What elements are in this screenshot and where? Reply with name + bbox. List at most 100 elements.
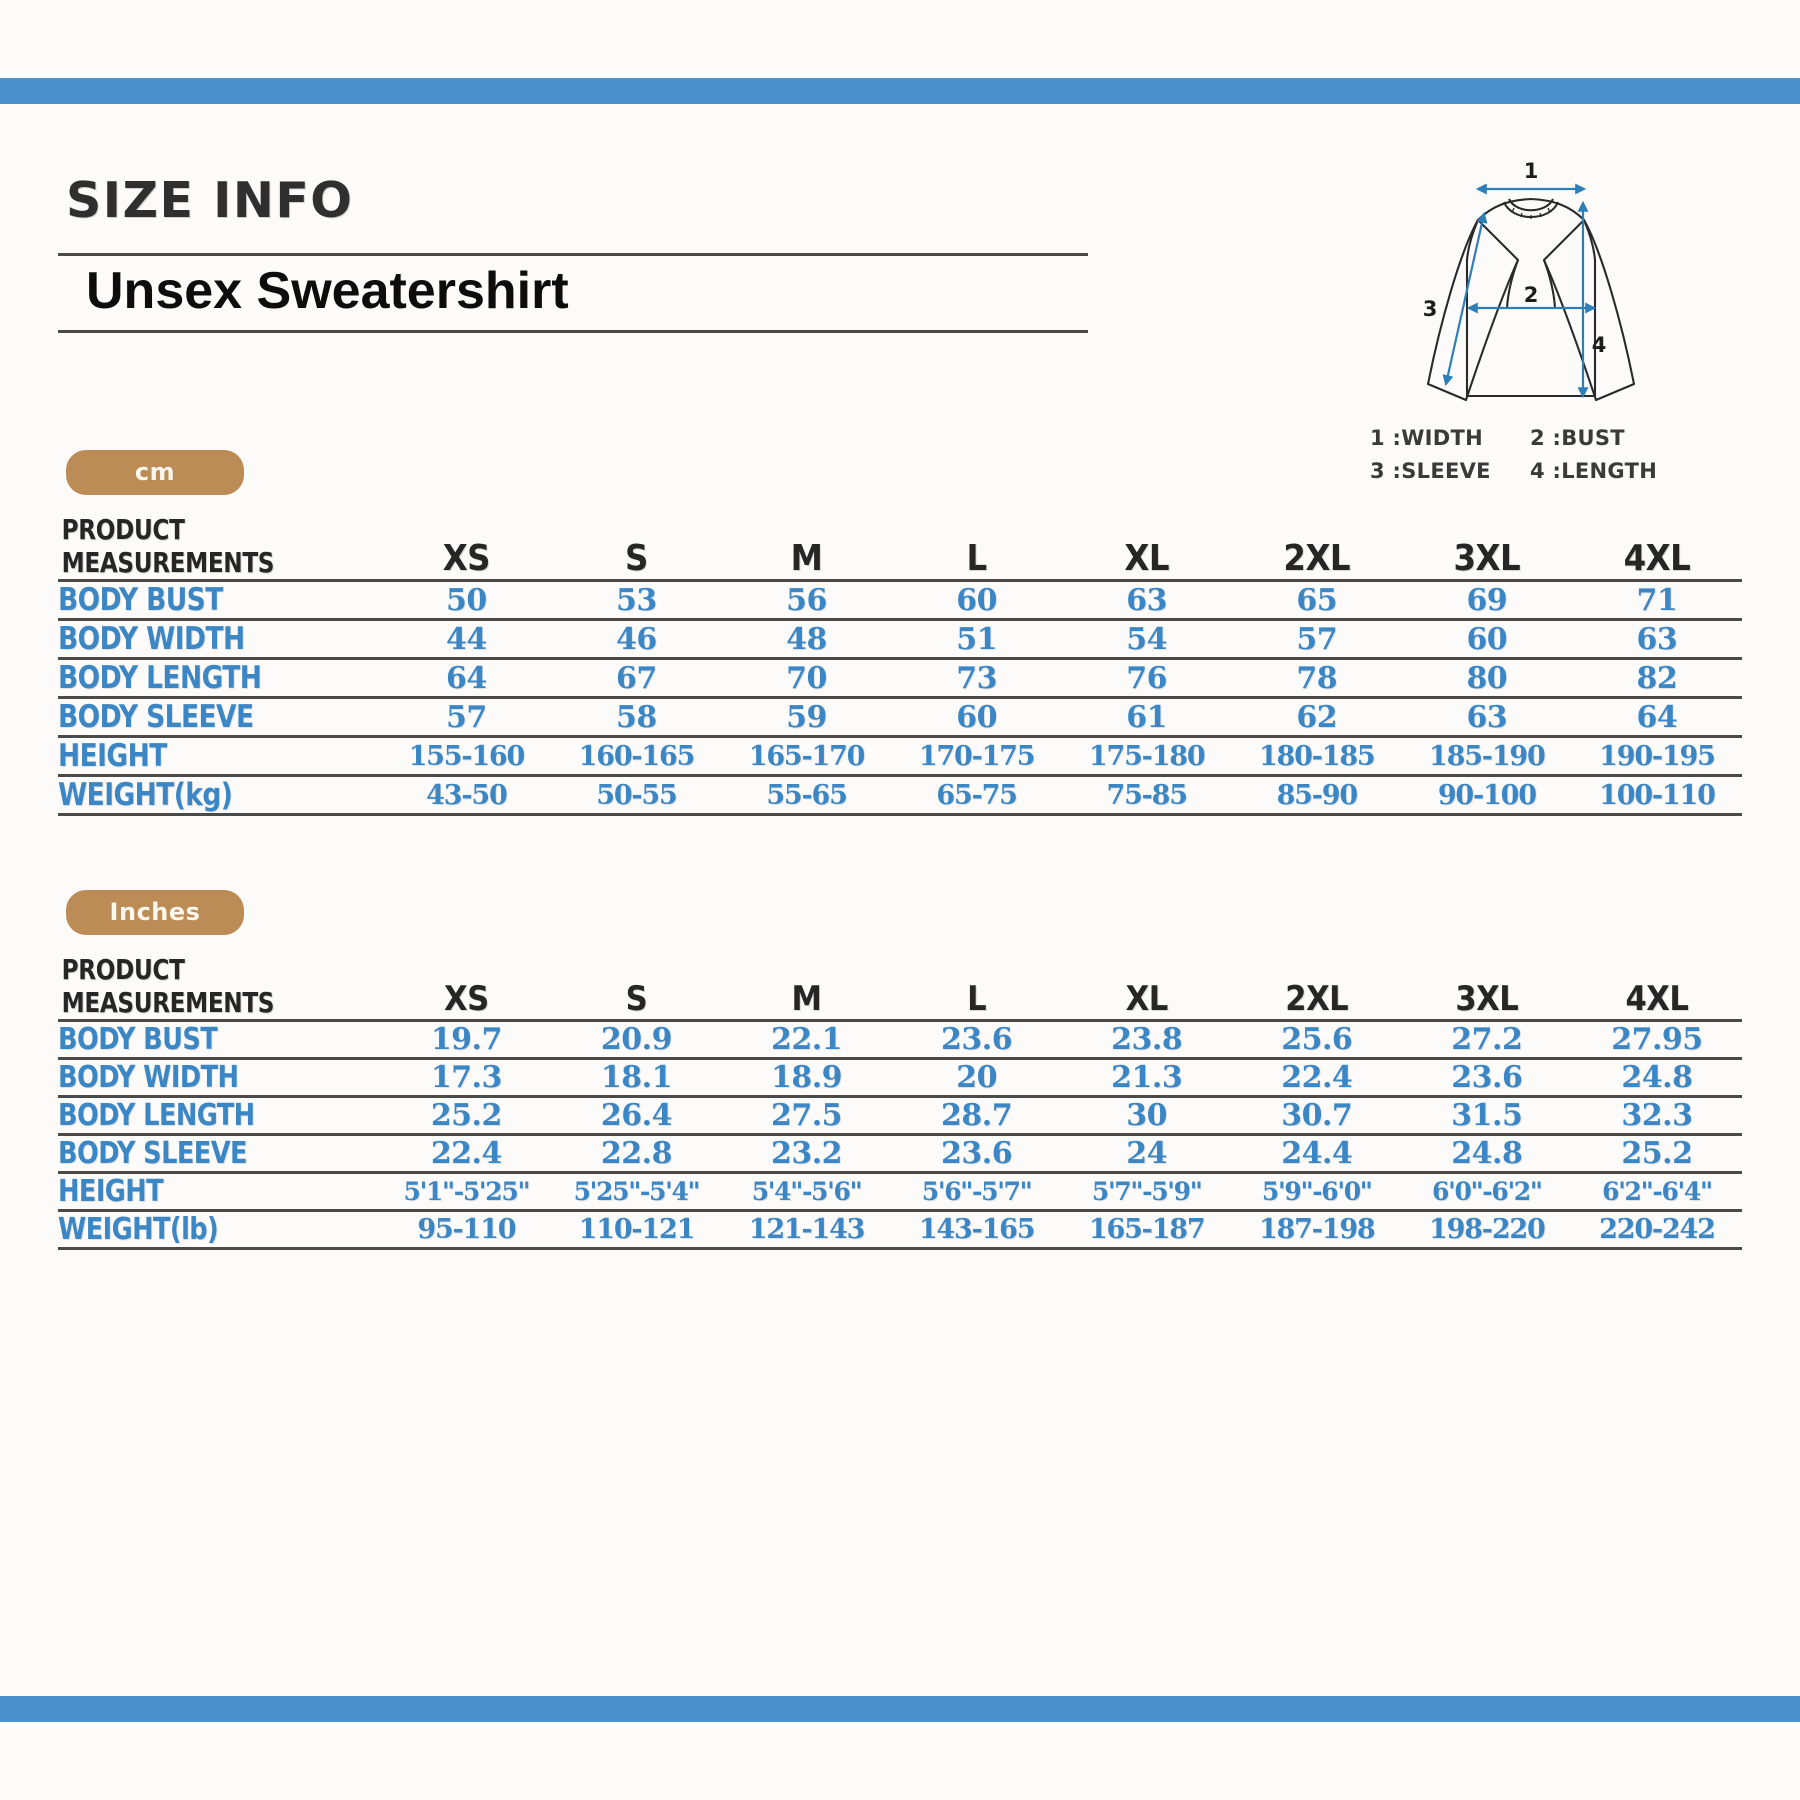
marker-4-label: 4	[1592, 333, 1607, 357]
cell: 60	[956, 582, 997, 618]
legend-width: 1 :WIDTH	[1370, 426, 1484, 450]
cell: 65	[1296, 582, 1338, 618]
cell: 180-185	[1258, 740, 1376, 772]
product-name: Unsex Sweatershirt	[86, 262, 569, 320]
cell: 43-50	[426, 779, 508, 811]
cell: 30	[1126, 1098, 1168, 1133]
cell: 5'1"-5'25"	[403, 1177, 530, 1206]
cell: 23.2	[770, 1136, 843, 1171]
cell: 5'9"-6'0"	[1261, 1177, 1373, 1206]
marker-1-label: 1	[1524, 159, 1539, 183]
cell: 24.4	[1281, 1136, 1353, 1171]
cell: 17.3	[430, 1060, 503, 1095]
cell: 63	[1636, 621, 1678, 657]
cell: 5'25"-5'4"	[573, 1177, 701, 1206]
cell: 56	[786, 582, 827, 618]
cell: 90-100	[1437, 779, 1537, 811]
cell: 28.7	[941, 1098, 1013, 1133]
cell: 23.6	[1451, 1060, 1523, 1095]
inches-size-header-l: L	[967, 979, 987, 1019]
cell: 51	[956, 621, 997, 657]
table-row: BODY WIDTH 44 46 48 51 54 57 60 63	[58, 619, 1742, 659]
cell: 50-55	[596, 779, 678, 811]
page-title: SIZE INFO	[66, 172, 354, 229]
cm-size-header-xl: XL	[1124, 538, 1169, 579]
cell: 95-110	[417, 1214, 516, 1245]
cell: 27.2	[1451, 1022, 1523, 1057]
table-row: BODY LENGTH 64 67 70 73 76 78 80 82	[58, 658, 1742, 698]
cell: 22.8	[600, 1136, 673, 1171]
inches-row-label-bust: BODY BUST	[58, 1022, 218, 1057]
cell: 80	[1466, 660, 1508, 696]
cell: 27.5	[770, 1098, 843, 1133]
table-row: WEIGHT(lb) 95-110 110-121 121-143 143-16…	[58, 1210, 1742, 1249]
cm-section: cm PRODUCT MEASUREMENTS XS S M L XL 2XL	[58, 450, 1742, 816]
table-row: WEIGHT(kg) 43-50 50-55 55-65 65-75 75-85…	[58, 775, 1742, 815]
cell: 165-170	[748, 740, 866, 772]
cell: 57	[1296, 621, 1338, 657]
cm-table-header-row: PRODUCT MEASUREMENTS XS S M L XL 2XL 3XL…	[58, 513, 1742, 581]
cell: 23.6	[941, 1022, 1013, 1057]
cm-row-label-width: BODY WIDTH	[58, 621, 245, 657]
cm-size-table: PRODUCT MEASUREMENTS XS S M L XL 2XL 3XL…	[58, 513, 1742, 816]
cell: 26.4	[600, 1098, 673, 1133]
legend-sleeve: 3 :SLEEVE	[1370, 458, 1491, 483]
inches-size-header-xl: XL	[1125, 979, 1169, 1019]
cell: 50	[445, 582, 487, 618]
cell: 58	[616, 699, 657, 735]
cell: 220-242	[1599, 1214, 1716, 1245]
cm-size-header-xs: XS	[442, 538, 491, 579]
cell: 62	[1296, 699, 1338, 735]
cell: 18.9	[770, 1060, 843, 1095]
inches-row-label-height: HEIGHT	[58, 1174, 164, 1209]
inches-size-header-s: S	[625, 979, 648, 1019]
cell: 24.8	[1621, 1060, 1693, 1095]
inches-section: Inches PRODUCT MEASUREMENTS XS S M L XL …	[58, 890, 1742, 1250]
cell: 85-90	[1276, 779, 1359, 811]
cell: 48	[786, 621, 827, 657]
cell: 76	[1126, 660, 1168, 696]
inches-row-label-sleeve: BODY SLEEVE	[58, 1136, 248, 1171]
cell: 67	[616, 660, 657, 696]
cell: 175-180	[1088, 740, 1206, 772]
garment-diagram: 1 2 3 4	[1332, 156, 1732, 456]
inches-size-header-xs: XS	[444, 979, 489, 1019]
cell: 46	[616, 621, 657, 657]
cell: 165-187	[1088, 1214, 1206, 1245]
cell: 25.2	[1621, 1136, 1693, 1171]
table-row: BODY SLEEVE 57 58 59 60 61 62 63 64	[58, 697, 1742, 737]
marker-2-label: 2	[1524, 283, 1539, 307]
cell: 5'7"-5'9"	[1091, 1177, 1203, 1206]
cell: 185-190	[1429, 740, 1546, 772]
inches-row-label-weight: WEIGHT(lb)	[58, 1212, 219, 1247]
cell: 170-175	[918, 740, 1036, 772]
inches-row-label-length: BODY LENGTH	[58, 1098, 255, 1133]
marker-3-label: 3	[1423, 297, 1438, 321]
inches-table-header-row: PRODUCT MEASUREMENTS XS S M L XL 2XL 3XL…	[58, 953, 1742, 1021]
cm-size-header-3xl: 3XL	[1453, 538, 1521, 579]
cm-row-label-height: HEIGHT	[58, 738, 167, 774]
cell: 22.1	[770, 1022, 843, 1057]
cell: 19.7	[430, 1022, 503, 1057]
legend-bust: 2 :BUST	[1530, 426, 1625, 450]
unit-badge-inches: Inches	[66, 890, 244, 935]
cell: 55-65	[766, 779, 848, 811]
top-accent-bar	[0, 78, 1800, 104]
cell: 54	[1126, 621, 1168, 657]
cm-row-label-weight: WEIGHT(kg)	[58, 777, 233, 813]
table-row: BODY WIDTH 17.3 18.1 18.9 20 21.3 22.4 2…	[58, 1058, 1742, 1097]
cell: 20	[956, 1060, 997, 1095]
inches-size-header-2xl: 2XL	[1285, 979, 1349, 1019]
table-row: BODY BUST 19.7 20.9 22.1 23.6 23.8 25.6 …	[58, 1020, 1742, 1059]
cell: 23.8	[1111, 1022, 1183, 1057]
cell: 69	[1466, 582, 1508, 618]
cell: 160-165	[578, 740, 696, 772]
table-row: HEIGHT 5'1"-5'25" 5'25"-5'4" 5'4"-5'6" 5…	[58, 1172, 1742, 1211]
cell: 61	[1126, 699, 1168, 735]
sweatshirt-illustration: 1 2 3 4	[1423, 159, 1636, 402]
cm-size-header-m: M	[790, 538, 823, 579]
cell: 64	[1636, 699, 1678, 735]
cell: 23.6	[941, 1136, 1013, 1171]
table-row: BODY BUST 50 53 56 60 63 65 69 71	[58, 580, 1742, 620]
table-row: HEIGHT 155-160 160-165 165-170 170-175 1…	[58, 736, 1742, 776]
